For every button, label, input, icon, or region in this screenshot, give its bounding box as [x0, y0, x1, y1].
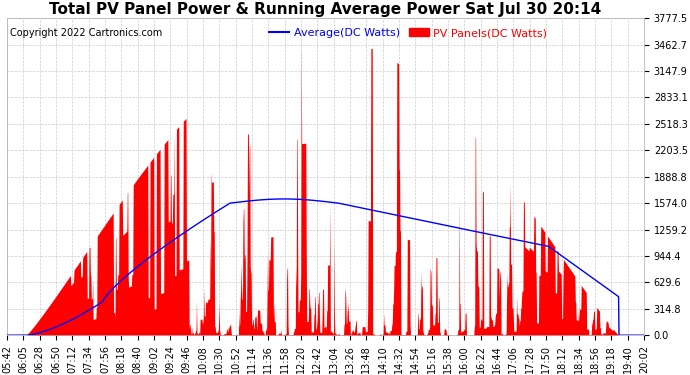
Text: Copyright 2022 Cartronics.com: Copyright 2022 Cartronics.com — [10, 28, 163, 38]
Legend: Average(DC Watts), PV Panels(DC Watts): Average(DC Watts), PV Panels(DC Watts) — [265, 24, 552, 43]
Title: Total PV Panel Power & Running Average Power Sat Jul 30 20:14: Total PV Panel Power & Running Average P… — [50, 2, 602, 17]
